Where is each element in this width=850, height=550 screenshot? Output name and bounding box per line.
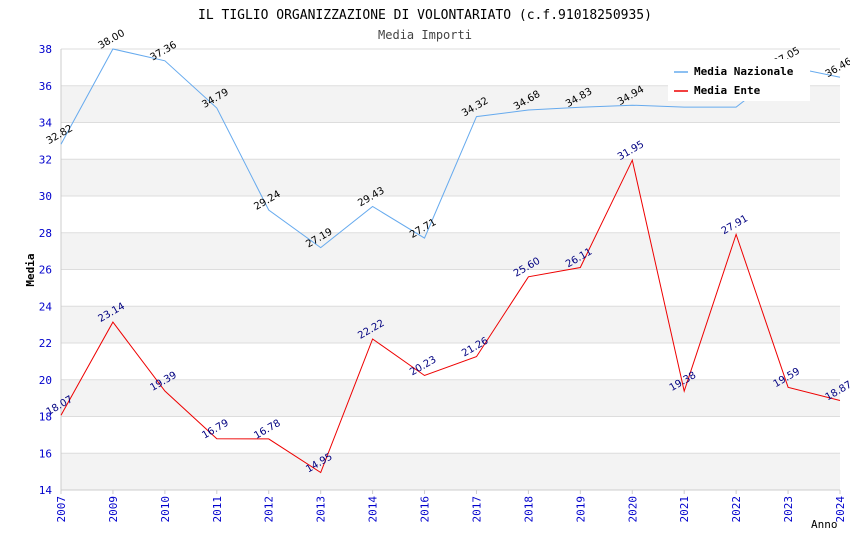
plot-band: [61, 453, 840, 490]
series-line-media-ente: [60, 158, 841, 474]
gridlines: [60, 48, 840, 491]
plot-band: [61, 306, 840, 343]
y-tick-label: 36: [39, 80, 52, 93]
series-line-media-nazionale: [60, 48, 841, 249]
y-tick-label: 22: [39, 337, 52, 350]
y-axis-label: Media: [24, 253, 37, 286]
series-lines: [60, 48, 841, 474]
legend-label-ente: Media Ente: [694, 84, 761, 97]
x-tick-label: 2007: [55, 496, 68, 523]
x-tick-label: 2011: [211, 496, 224, 523]
x-axis-label: Anno: [811, 518, 838, 531]
x-tick-label: 2009: [107, 496, 120, 523]
legend-box: [668, 59, 810, 101]
x-tick-label: 2019: [574, 496, 587, 523]
x-tick-label: 2016: [419, 496, 432, 523]
x-tick-label: 2010: [159, 496, 172, 523]
y-tick-label: 16: [39, 447, 52, 460]
y-tick-label: 26: [39, 264, 52, 277]
y-axis-ticks: 14 16 18 20 22 24 26 28 30 32 34 36 38: [39, 43, 53, 497]
x-tick-label: 2024: [834, 496, 847, 523]
y-tick-label: 20: [39, 374, 52, 387]
x-tick-label: 2021: [678, 496, 691, 523]
y-tick-label: 38: [39, 43, 52, 56]
x-axis-ticks: 2007 2009 2010 2011 2012 2013 2014 2016 2017 2018…: [55, 490, 847, 523]
plot-band: [61, 232, 840, 270]
x-tick-label: 2022: [730, 496, 743, 523]
y-tick-label: 34: [39, 117, 53, 130]
y-tick-label: 24: [39, 300, 53, 313]
x-tick-label: 2014: [367, 496, 380, 523]
plot-band: [61, 379, 840, 417]
y-tick-label: 14: [39, 484, 53, 497]
x-tick-label: 2012: [263, 496, 276, 523]
legend: Media Nazionale Media Ente: [668, 59, 810, 101]
legend-label-nazionale: Media Nazionale: [694, 65, 794, 78]
chart-title: IL TIGLIO ORGANIZZAZIONE DI VOLONTARIATO…: [198, 8, 652, 23]
data-label-nazionale: 38.00: [97, 28, 127, 52]
x-tick-label: 2020: [626, 496, 639, 523]
y-tick-label: 32: [39, 153, 52, 166]
x-tick-label: 2023: [782, 496, 795, 523]
x-tick-label: 2017: [470, 496, 483, 523]
x-tick-label: 2013: [315, 496, 328, 523]
chart-subtitle: Media Importi: [378, 28, 472, 42]
x-tick-label: 2018: [522, 496, 535, 523]
y-tick-label: 18: [39, 411, 52, 424]
y-tick-label: 30: [39, 190, 52, 203]
y-tick-label: 28: [39, 227, 52, 240]
